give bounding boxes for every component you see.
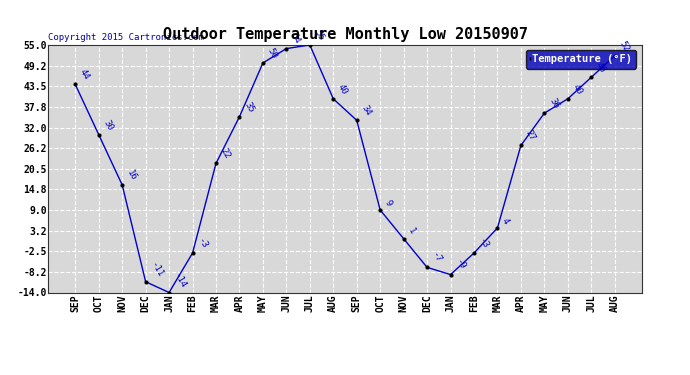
Text: 27: 27 [524, 129, 537, 142]
Text: -3: -3 [477, 237, 490, 250]
Text: -3: -3 [195, 237, 208, 250]
Text: 44: 44 [78, 68, 91, 82]
Text: 35: 35 [242, 100, 255, 114]
Text: -11: -11 [148, 261, 164, 279]
Text: 30: 30 [101, 118, 115, 132]
Text: -14: -14 [172, 271, 188, 290]
Text: 9: 9 [383, 198, 393, 207]
Text: 55: 55 [313, 28, 326, 42]
Text: 52: 52 [618, 39, 631, 53]
Text: 54: 54 [289, 32, 302, 46]
Text: 22: 22 [219, 147, 232, 160]
Text: -7: -7 [430, 251, 443, 265]
Text: 40: 40 [571, 82, 584, 96]
Text: 46: 46 [594, 61, 607, 75]
Text: 50: 50 [266, 46, 279, 60]
Text: 36: 36 [547, 97, 560, 110]
Text: Copyright 2015 Cartronics.com: Copyright 2015 Cartronics.com [48, 33, 204, 42]
Text: 34: 34 [359, 104, 373, 117]
Text: 40: 40 [336, 82, 349, 96]
Text: 4: 4 [500, 216, 511, 225]
Text: 16: 16 [125, 168, 138, 182]
Text: 1: 1 [406, 227, 417, 236]
Title: Outdoor Temperature Monthly Low 20150907: Outdoor Temperature Monthly Low 20150907 [163, 27, 527, 42]
Text: -9: -9 [453, 258, 466, 272]
Legend: Temperature (°F): Temperature (°F) [526, 50, 636, 69]
